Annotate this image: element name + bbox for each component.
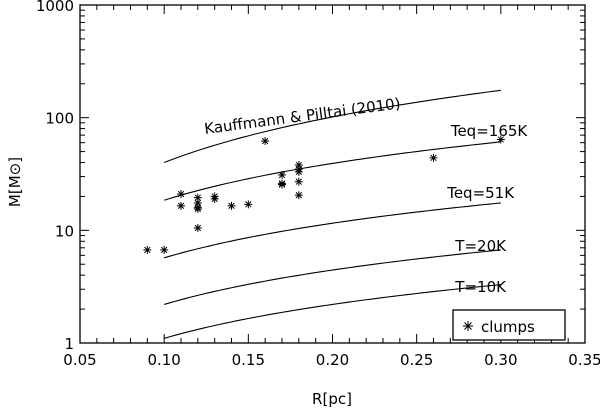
clump-point	[193, 223, 202, 232]
clump-point	[244, 200, 253, 209]
clump-point	[177, 190, 185, 199]
curve-label: T=10K	[454, 278, 507, 296]
clump-point	[143, 245, 152, 254]
x-tick-label: 0.05	[63, 351, 96, 369]
curve-line	[164, 249, 501, 305]
curve-label: T=20K	[454, 237, 507, 255]
curve-line	[164, 284, 501, 339]
clump-points	[143, 135, 505, 254]
plot-frame	[79, 4, 586, 344]
legend-label-clumps: clumps	[481, 318, 535, 336]
clump-point	[294, 191, 303, 200]
clump-point	[261, 137, 270, 146]
clump-point	[294, 167, 303, 176]
y-tick-label: 1000	[36, 0, 74, 15]
clump-point	[193, 204, 202, 213]
y-axis-title: M[M⊙]	[6, 157, 24, 207]
clump-point	[278, 180, 286, 189]
clump-point	[429, 153, 438, 162]
curves	[163, 89, 501, 339]
curve-label: Kauffmann & Pilltai (2010)	[203, 94, 401, 138]
x-tick-label: 0.30	[484, 351, 517, 369]
curve-line	[163, 89, 501, 164]
x-axis-title: R[pc]	[312, 390, 352, 408]
x-tick-label: 0.25	[400, 351, 433, 369]
clump-point	[210, 194, 219, 203]
legend-box	[452, 309, 566, 341]
y-tick-label: 100	[45, 110, 74, 128]
y-tick-label: 10	[55, 222, 74, 240]
curve-line	[164, 202, 501, 259]
x-tick-label: 0.20	[316, 351, 349, 369]
clump-point	[227, 201, 236, 210]
curve-label: Teq=165K	[450, 122, 529, 140]
axis-ticks	[79, 5, 586, 344]
y-tick-label: 1	[64, 335, 74, 353]
x-tick-label: 0.35	[568, 351, 600, 369]
clump-point	[294, 177, 303, 186]
y-tick-labels: 1 10 100 1000	[36, 0, 74, 353]
clump-point	[177, 201, 185, 210]
clump-point	[278, 170, 286, 179]
legend-asterisk	[463, 321, 473, 331]
x-tick-label: 0.15	[232, 351, 265, 369]
x-tick-label: 0.10	[147, 351, 180, 369]
clump-point	[160, 245, 169, 254]
x-tick-labels: 0.05 0.10 0.15 0.20 0.25 0.30 0.35	[63, 351, 600, 369]
legend-asterisk-marker	[463, 321, 473, 331]
clump-point	[496, 135, 505, 144]
legend: clumps	[452, 309, 566, 341]
curve-line	[164, 141, 501, 201]
curve-label: Teq=51K	[446, 184, 515, 202]
